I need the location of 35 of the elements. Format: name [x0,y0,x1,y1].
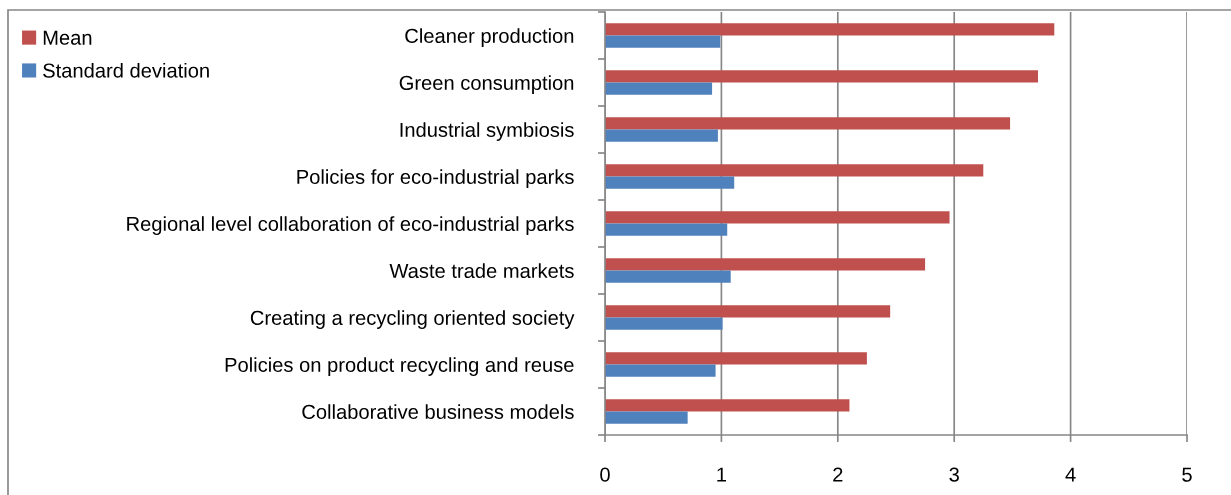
legend-label: Standard deviation [43,62,209,78]
bar [605,399,850,412]
bar [605,129,718,142]
bar [605,70,1039,83]
y-tick-label: Green consumption [399,75,574,94]
bar [605,317,723,330]
bar [605,258,926,271]
bar [605,223,728,236]
bar [605,82,713,95]
bar [605,411,688,424]
x-tick-label: 5 [1182,467,1192,482]
bar [605,176,735,189]
bar [605,35,721,48]
bar [605,305,891,318]
x-tick-label: 2 [833,467,843,482]
legend-label: Mean [43,30,92,45]
y-tick-label: Collaborative business models [302,404,574,419]
x-tick-label: 0 [600,467,610,482]
bar [605,23,1055,36]
bar [605,352,867,365]
y-tick-label: Waste trade markets [389,263,574,278]
bar [605,270,731,283]
x-tick-label: 4 [1065,467,1076,482]
x-tick-label: 1 [717,467,727,482]
y-tick-label: Policies on product recycling and reuse [225,357,574,376]
bar [605,117,1011,130]
y-tick-label: Creating a recycling oriented society [250,310,575,329]
bar [605,211,950,224]
y-tick-label: Policies for eco-industrial parks [297,169,574,188]
bar [605,164,984,177]
y-tick-label: Industrial symbiosis [400,122,574,141]
y-tick-label: Regional level collaboration of eco-industrial parks [127,216,574,235]
bar [605,364,716,377]
y-tick-label: Cleaner production [405,28,574,47]
x-tick-label: 3 [949,467,959,482]
